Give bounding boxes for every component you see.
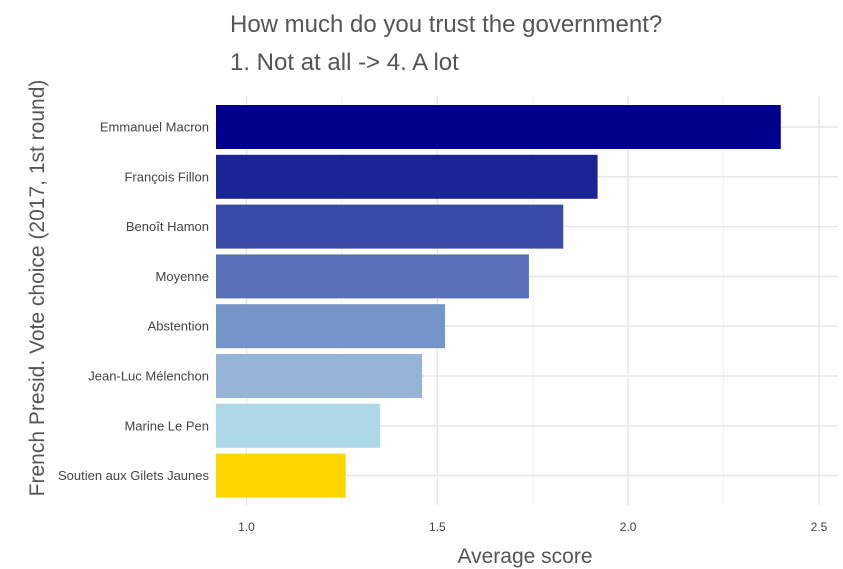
category-label: Moyenne [156,269,209,284]
category-label: Emmanuel Macron [100,120,209,135]
category-label: Jean-Luc Mélenchon [88,369,209,384]
bar [216,304,445,349]
chart-title-line-1: How much do you trust the government? [230,11,662,38]
category-label: Benoît Hamon [126,219,209,234]
bar [216,105,781,149]
bar [216,453,346,498]
x-tick-label: 1.5 [429,520,446,534]
x-axis-ticks: 1.0 1.5 2.0 2.5 [238,520,827,534]
x-tick-label: 2.5 [811,520,828,534]
x-axis-title: Average score [457,545,592,568]
y-axis-title: French Presid. Vote choice (2017, 1st ro… [26,80,49,497]
bar [216,354,423,398]
category-label: Soutien aux Gilets Jaunes [58,468,210,483]
category-labels: Emmanuel Macron François Fillon Benoît Ham… [58,120,210,484]
bar [216,254,529,299]
bar [216,403,381,448]
bar [216,154,598,199]
category-label: Marine Le Pen [124,418,209,433]
category-label: François Fillon [124,169,209,184]
chart-title-line-2: 1. Not at all -> 4. A lot [230,49,459,76]
bar [216,204,564,249]
x-tick-label: 1.0 [238,520,255,534]
x-tick-label: 2.0 [620,520,637,534]
bars [216,105,781,498]
category-label: Abstention [148,319,209,334]
